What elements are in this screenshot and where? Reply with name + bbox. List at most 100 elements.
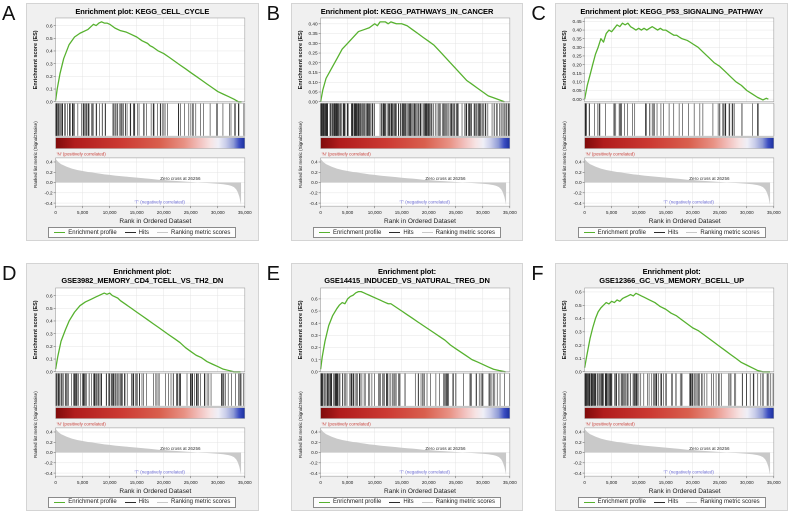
ranked-tick-label: 0.0: [311, 450, 318, 456]
x-axis: 0 5,000 10,000 15,000 20,000 25,000 30,000 35,0…: [319, 475, 517, 485]
ranked-tick-label: 0.0: [46, 181, 53, 187]
enrichment-line-swatch: [54, 501, 66, 503]
ranked-axis-label: Ranked list metric (Signal2Noise): [562, 121, 567, 188]
legend-item: Ranking metric scores: [421, 230, 495, 236]
legend-item: Hits: [653, 229, 679, 236]
zero-cross-label: Zero cross at 26256: [160, 446, 201, 451]
legend-item: Hits: [389, 229, 414, 236]
es-curve: [584, 22, 769, 101]
es-tick-label: 0.30: [308, 41, 318, 47]
ranked-tick-label: 0.4: [575, 429, 582, 435]
legend-label: Enrichment profile: [597, 229, 646, 236]
ranked-metric-area: [584, 428, 771, 475]
es-tick-label: 0.05: [308, 90, 318, 96]
legend-item: Ranking metric scores: [421, 499, 495, 505]
legend-item: Hits: [653, 499, 679, 506]
zero-cross-label: Zero cross at 26256: [425, 446, 466, 451]
panel-title: Enrichment plot: KEGG_P53_SIGNALING_PATH…: [559, 7, 784, 16]
legend-label: Hits: [138, 499, 149, 506]
ranked-metric-plot: 0.4 0.2 0.0 -0.2 -0.4 Zero cross at 26256 'T' …: [562, 121, 775, 207]
ranked-tick-label: 0.2: [575, 170, 582, 176]
ranked-tick-label: -0.4: [309, 471, 318, 477]
es-tick-label: 0.4: [46, 49, 53, 55]
enrichment-line-swatch: [54, 232, 66, 234]
es-tick-label: 0.5: [311, 308, 318, 314]
legend-label: Hits: [667, 229, 679, 236]
hits-band: [584, 103, 775, 137]
es-tick-label: 0.6: [46, 24, 53, 30]
es-tick-label: 0.25: [308, 51, 318, 57]
es-axis-label: Enrichment score (ES): [562, 300, 568, 359]
es-curve: [319, 290, 506, 373]
ranked-metric-plot: 0.4 0.2 0.0 -0.2 -0.4 Zero cross at 26256 'T' …: [298, 121, 510, 207]
x-tick-label: 20,000: [421, 210, 435, 215]
panel-letter: A: [2, 3, 16, 25]
legend: Enrichment profile Hits Ranking metric s…: [48, 227, 237, 239]
x-tick-label: 20,000: [686, 480, 700, 485]
legend-label: Ranking metric scores: [700, 499, 760, 506]
chart-svg: 0.0 0.1 0.2 0.3 0.4 0.5 0.6 Enrichment score (E…: [33, 287, 252, 485]
legend-label: Enrichment profile: [332, 229, 382, 236]
legend-item: Hits: [124, 230, 149, 236]
es-tick-label: 0.5: [575, 303, 582, 309]
x-tick-label: 10,000: [632, 480, 646, 485]
legend: Enrichment profile Hits Ranking metric s…: [48, 496, 237, 508]
phenotype-gradient-bar: 'N' (positively correlated): [584, 407, 775, 426]
es-axis-label: Enrichment score (ES): [33, 300, 39, 359]
ranked-metric-area: [320, 159, 506, 206]
ranked-axis-label: Ranked list metric (Signal2Noise): [298, 391, 303, 458]
x-tick-label: 35,000: [238, 480, 252, 485]
legend-label: Hits: [667, 499, 679, 506]
x-tick-label: 10,000: [367, 210, 381, 215]
pos-correlated-label: 'N' (positively correlated): [57, 152, 107, 157]
hits-band: [55, 103, 246, 137]
zero-cross-label: Zero cross at 26256: [425, 176, 466, 181]
legend-item: Ranking metric scores: [157, 499, 230, 505]
x-tick-label: 30,000: [740, 210, 754, 215]
legend-item: Enrichment profile: [583, 229, 646, 236]
es-tick-label: 0.2: [575, 343, 582, 349]
legend-label: Enrichment profile: [68, 499, 117, 506]
es-tick-label: 0.6: [311, 296, 318, 302]
hits-band: [55, 372, 246, 407]
x-tick-label: 30,000: [740, 480, 754, 485]
panel-cell-f: F Enrichment plot: GSE12366_GC_VS_MEMORY…: [529, 260, 794, 520]
pos-correlated-label: 'N' (positively correlated): [321, 421, 371, 426]
x-tick-label: 0: [584, 210, 587, 215]
es-tick-label: 0.5: [46, 36, 53, 42]
ranked-tick-label: -0.4: [45, 201, 54, 207]
ranked-tick-label: 0.4: [575, 160, 582, 166]
ranked-tick-label: 0.4: [311, 429, 318, 435]
es-tick-label: 0.0: [575, 369, 582, 375]
ranked-metric-plot: 0.4 0.2 0.0 -0.2 -0.4 Zero cross at 26256 'T' …: [33, 391, 246, 477]
ranked-metric-area: [584, 159, 771, 206]
legend-label: Hits: [403, 229, 414, 236]
es-axis-label: Enrichment score (ES): [298, 31, 304, 90]
panel-letter: E: [266, 263, 280, 285]
enrichment-line-swatch: [318, 501, 330, 503]
gsea-panel-f: Enrichment plot: GSE12366_GC_VS_MEMORY_B…: [555, 263, 788, 511]
x-tick-label: 15,000: [659, 210, 673, 215]
es-tick-label: 0.4: [46, 318, 53, 324]
es-axis-label: Enrichment score (ES): [562, 31, 568, 90]
legend-label: Ranking metric scores: [171, 229, 231, 236]
ranked-metric-plot: 0.4 0.2 0.0 -0.2 -0.4 Zero cross at 26256 'T' …: [33, 121, 246, 207]
x-axis-title: Rank in Ordered Dataset: [384, 218, 456, 226]
x-tick-label: 35,000: [238, 210, 252, 215]
es-plot: 0.0 0.1 0.2 0.3 0.4 0.5 0.6 Enrichment score (E…: [33, 287, 246, 375]
legend-item: Hits: [124, 499, 149, 506]
es-tick-label: 0.10: [573, 80, 583, 86]
es-tick-label: 0.0: [311, 369, 318, 375]
legend: Enrichment profile Hits Ranking metric s…: [312, 496, 502, 508]
ranking-line-swatch: [421, 501, 433, 503]
es-tick-label: 0.0: [46, 100, 53, 106]
legend-label: Hits: [403, 499, 414, 506]
es-tick-label: 0.40: [308, 22, 318, 28]
panel-title-line: Enrichment plot: KEGG_PATHWAYS_IN_CANCER: [320, 7, 494, 16]
hits-line-swatch: [124, 501, 136, 503]
panel-title-line: Enrichment plot:: [113, 267, 172, 276]
es-tick-label: 0.00: [573, 97, 583, 103]
panel-letter: F: [531, 263, 544, 285]
ranked-tick-label: 0.2: [575, 440, 582, 446]
